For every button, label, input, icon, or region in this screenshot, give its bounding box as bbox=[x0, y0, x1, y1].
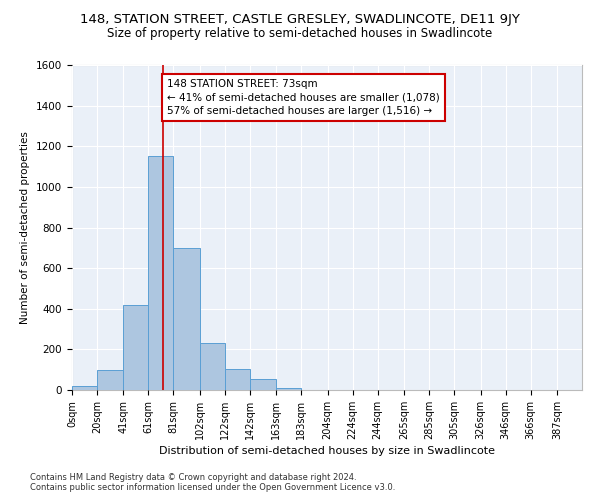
Bar bbox=[250, 379, 276, 390]
Text: 148 STATION STREET: 73sqm
← 41% of semi-detached houses are smaller (1,078)
57% : 148 STATION STREET: 73sqm ← 41% of semi-… bbox=[167, 79, 440, 116]
Bar bbox=[225, 368, 250, 390]
Text: Contains public sector information licensed under the Open Government Licence v3: Contains public sector information licen… bbox=[30, 484, 395, 492]
Bar bbox=[72, 386, 97, 390]
Text: Size of property relative to semi-detached houses in Swadlincote: Size of property relative to semi-detach… bbox=[107, 28, 493, 40]
Bar bbox=[200, 344, 225, 390]
Bar bbox=[173, 248, 200, 390]
Bar bbox=[97, 370, 124, 390]
Y-axis label: Number of semi-detached properties: Number of semi-detached properties bbox=[20, 131, 31, 324]
Bar bbox=[124, 304, 148, 390]
X-axis label: Distribution of semi-detached houses by size in Swadlincote: Distribution of semi-detached houses by … bbox=[159, 446, 495, 456]
Text: 148, STATION STREET, CASTLE GRESLEY, SWADLINCOTE, DE11 9JY: 148, STATION STREET, CASTLE GRESLEY, SWA… bbox=[80, 12, 520, 26]
Bar bbox=[276, 388, 301, 390]
Text: Contains HM Land Registry data © Crown copyright and database right 2024.: Contains HM Land Registry data © Crown c… bbox=[30, 474, 356, 482]
Bar bbox=[148, 156, 173, 390]
